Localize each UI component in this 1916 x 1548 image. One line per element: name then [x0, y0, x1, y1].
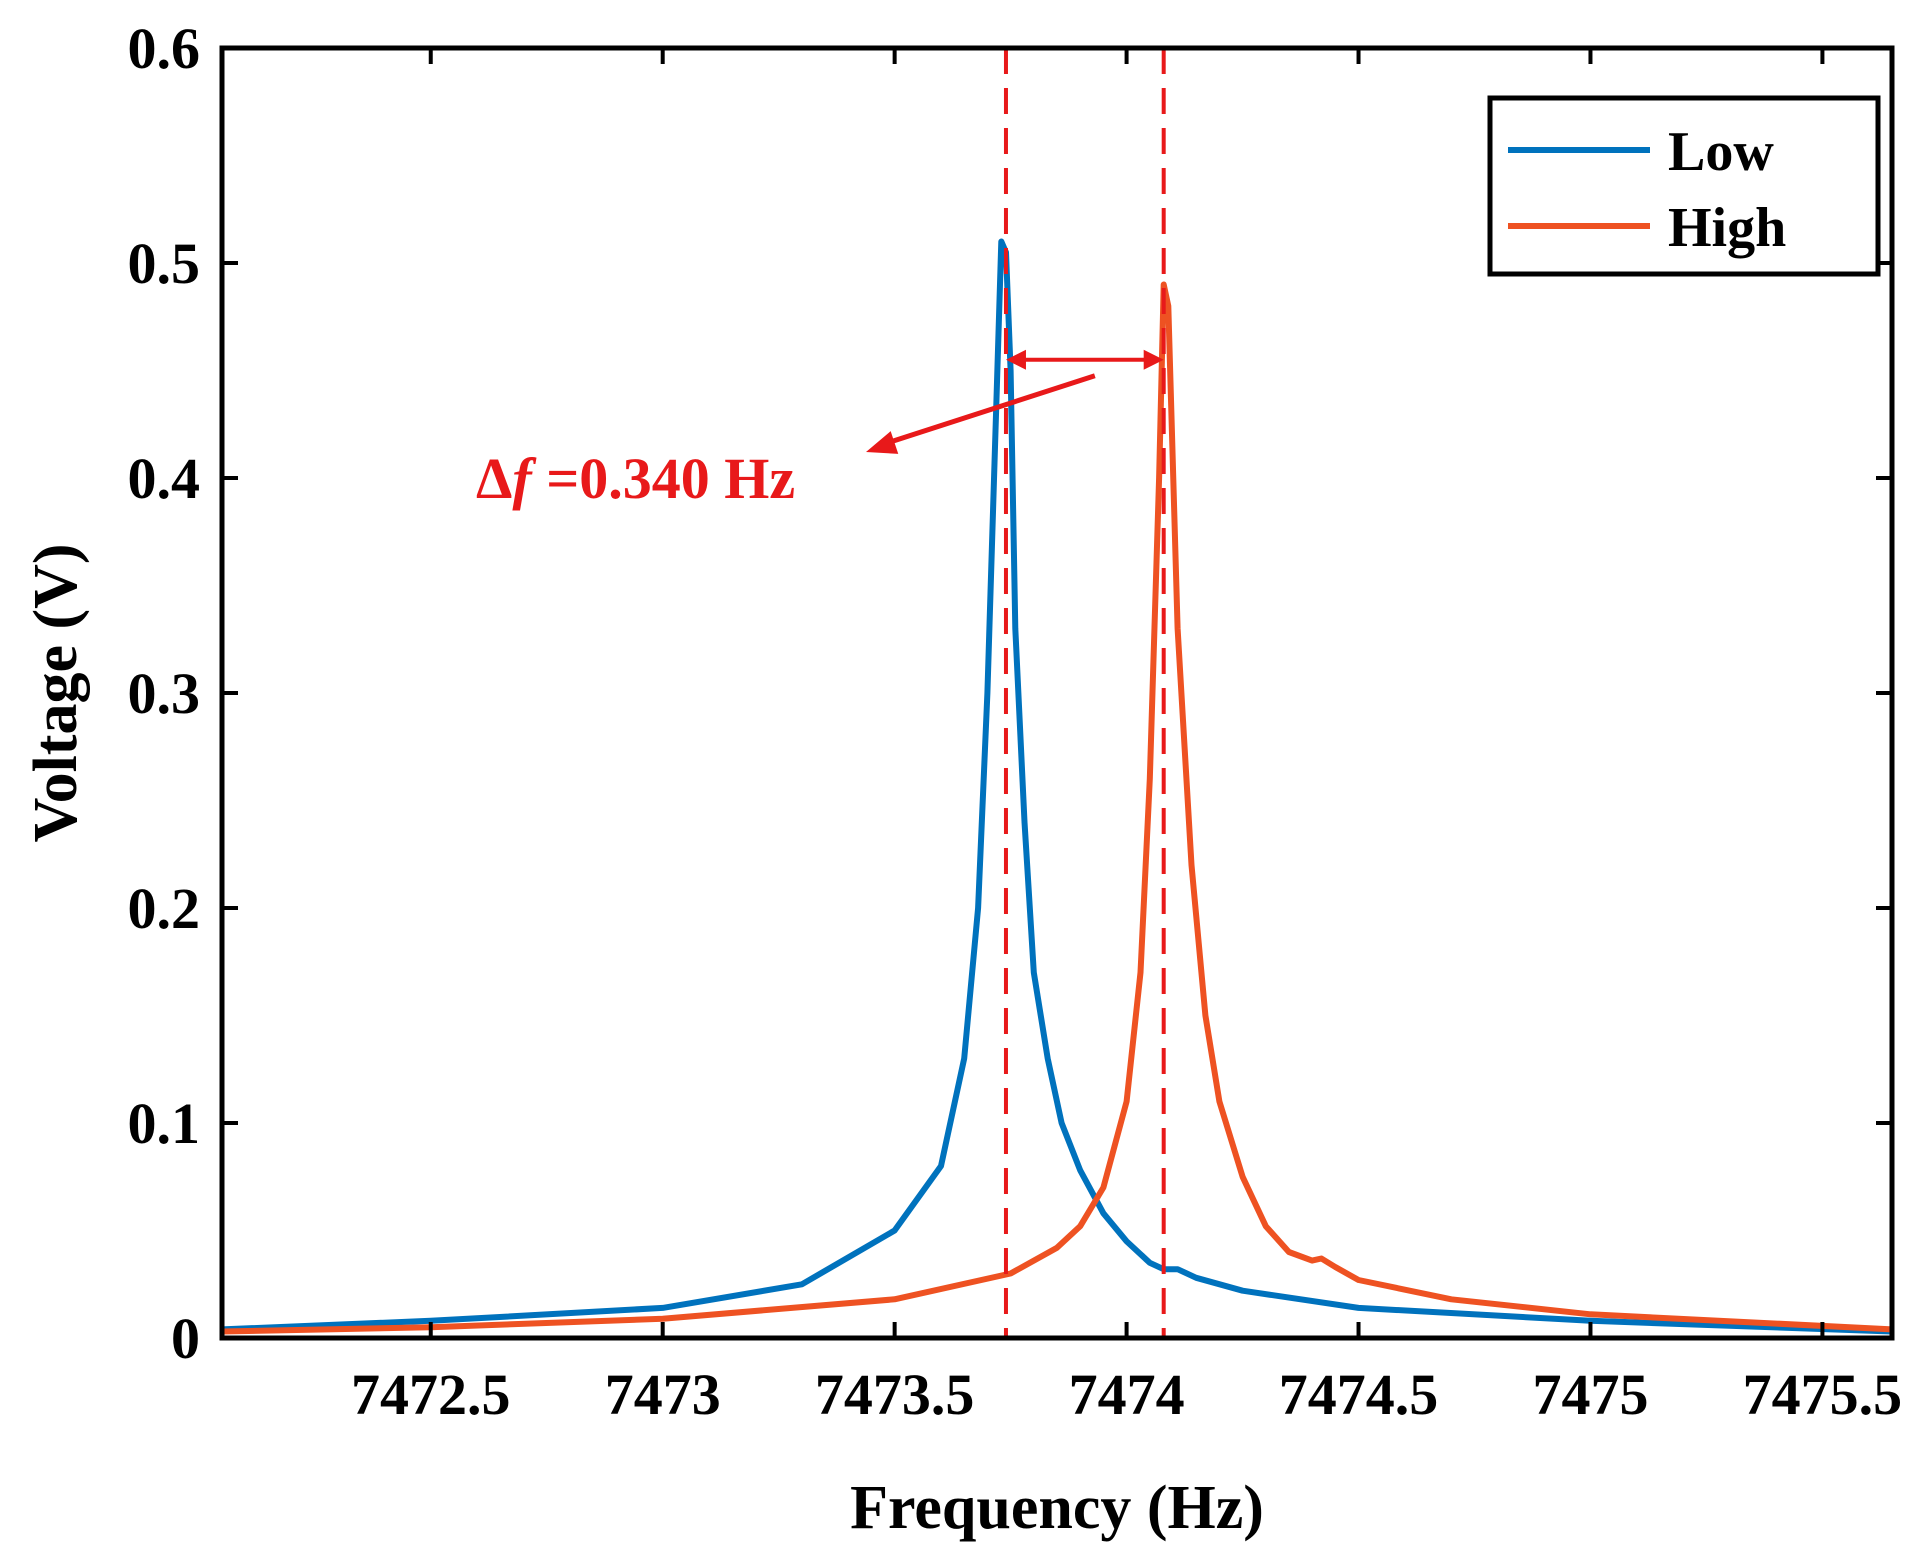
legend-label-low: Low — [1668, 121, 1774, 183]
legend: Low High — [1487, 95, 1881, 277]
series-line-high — [221, 281, 1893, 1335]
y-tick-label: 0.3 — [128, 661, 201, 726]
y-axis-title: Voltage (V) — [22, 543, 90, 842]
y-tick-label: 0.6 — [128, 16, 201, 81]
delta-f-label: Δf =0.340 Hz — [476, 446, 795, 511]
y-tick-label: 0.2 — [128, 876, 201, 941]
x-tick-label: 7472.5 — [351, 1362, 511, 1427]
x-tick-label: 7473 — [605, 1362, 721, 1427]
x-tick-label: 7473.5 — [815, 1362, 975, 1427]
delta-f-annotation: Δf =0.340 Hz — [476, 349, 1164, 511]
x-axis-ticks: 7472.5 7473 7473.5 7474 7474.5 7475 7475.5 — [351, 48, 1902, 1427]
x-tick-label: 7475.5 — [1743, 1362, 1903, 1427]
x-tick-label: 7474.5 — [1279, 1362, 1439, 1427]
y-tick-label: 0.1 — [128, 1091, 201, 1156]
dimension-arrowhead-left — [1005, 349, 1026, 370]
series-line-low — [221, 238, 1893, 1335]
legend-box — [1487, 95, 1881, 277]
series-layer — [221, 238, 1893, 1335]
y-axis-ticks: 0 0.1 0.2 0.3 0.4 0.5 0.6 — [128, 16, 1892, 1371]
delta-symbol: Δ — [476, 446, 512, 511]
x-tick-label: 7474 — [1069, 1362, 1185, 1427]
y-tick-label: 0.4 — [128, 446, 201, 511]
y-tick-label: 0.5 — [128, 231, 201, 296]
dimension-arrowhead-right — [1143, 349, 1164, 370]
pointer-arrow-line — [883, 373, 1096, 447]
x-tick-label: 7475 — [1532, 1362, 1648, 1427]
pointer-arrowhead — [866, 431, 899, 454]
y-tick-label: 0 — [171, 1306, 200, 1371]
delta-value: =0.340 Hz — [532, 446, 795, 511]
x-axis-title: Frequency (Hz) — [850, 1474, 1264, 1542]
reference-lines — [1003, 48, 1166, 1338]
legend-label-high: High — [1668, 197, 1786, 259]
